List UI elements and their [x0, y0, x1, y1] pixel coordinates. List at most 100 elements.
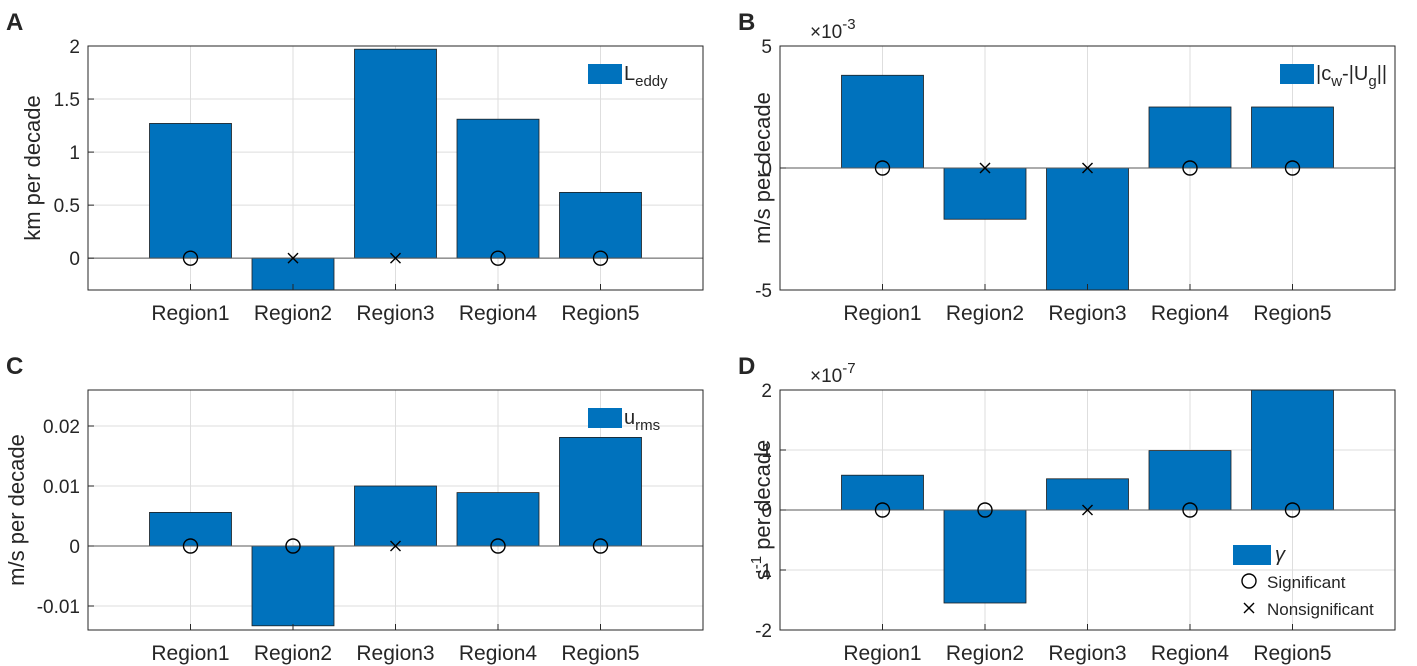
panel-b: -5 0 5 Region1 Region2 Region3 Region4 Region5 B… [738, 9, 1396, 325]
significant-marker [182, 250, 199, 266]
bar-region3 [1046, 167, 1129, 291]
panel-label: B [738, 9, 755, 36]
x-tick-label: Region5 [1253, 642, 1331, 665]
y-tick-label: 0 [761, 501, 772, 522]
panel-label: D [738, 353, 755, 380]
cross-stroke [1082, 504, 1093, 516]
x-tick-label: Region2 [254, 302, 332, 325]
panel-a: 0 0.5 1 1.5 2 Region1 Region2 Region3 Region4 Reg… [6, 9, 704, 325]
bar-region4 [1148, 106, 1232, 169]
legend-nonsignificant-marker [1243, 602, 1255, 614]
legend-label-sub: rms [635, 417, 660, 434]
y-tick-label: 5 [761, 37, 772, 58]
panel-label: A [6, 9, 23, 36]
y-tick-label: 0.01 [43, 477, 80, 498]
significant-marker [1182, 160, 1198, 176]
nonsignificant-marker [390, 252, 401, 264]
y-tick-label: -0.01 [37, 597, 80, 618]
y-tick-label: 1.5 [54, 90, 80, 111]
legend-swatch [1233, 545, 1271, 565]
cross-stroke [1243, 602, 1255, 614]
bar-region3 [354, 485, 437, 547]
x-tick-label: Region5 [1253, 302, 1331, 325]
bar-region2 [943, 509, 1027, 604]
y-tick-label: 2 [761, 381, 772, 402]
x-tick-label: Region3 [1048, 642, 1126, 665]
x-tick-label: Region1 [843, 642, 921, 665]
legend-label: urms [624, 407, 660, 434]
y-tick-label: 0 [761, 159, 772, 180]
significant-marker [874, 502, 891, 518]
significant-marker [285, 538, 301, 554]
significant-marker [1182, 502, 1198, 518]
y-tick-label: 0.5 [54, 196, 80, 217]
bar-region5 [559, 191, 642, 259]
legend-label-tail: || [1377, 63, 1387, 85]
cross-stroke [287, 252, 299, 264]
y-axis-label-text: m/s per decade [750, 92, 775, 244]
axis-exponent: ×10-3 [810, 16, 856, 43]
nonsignificant-marker [1082, 504, 1093, 516]
legend-label-sub: w [1330, 73, 1342, 90]
y-axis-label: km per decade [20, 95, 45, 241]
bar-region5 [1251, 106, 1334, 169]
panel-d: -2 -1 0 1 2 Region1 Region2 Region3 Region4 Regio… [738, 353, 1396, 665]
x-tick-label: Region2 [946, 642, 1024, 665]
significant-marker [592, 250, 609, 266]
y-axis-label-superscript: -1 [748, 556, 765, 569]
bar-region5 [1251, 389, 1334, 511]
significant-marker [490, 250, 506, 266]
legend-swatch [588, 64, 622, 84]
significant-marker [977, 502, 993, 518]
y-axis-label-text: per decade [750, 440, 775, 556]
legend-swatch [588, 408, 622, 428]
legend-significant-label: Significant [1267, 573, 1346, 592]
x-tick-label: Region2 [254, 642, 332, 665]
y-axis-label-text: km per decade [20, 95, 45, 241]
x-tick-label: Region1 [843, 302, 921, 325]
bar-region4 [456, 492, 540, 547]
significant-marker [490, 538, 506, 554]
bar-region3 [354, 48, 437, 259]
cross-stroke [979, 162, 991, 174]
x-tick-label: Region1 [151, 302, 229, 325]
bar-region1 [841, 474, 924, 511]
significant-marker [874, 160, 891, 176]
legend-label-mid: -|U [1342, 63, 1368, 85]
y-tick-label: 1 [761, 441, 772, 462]
legend: Leddy [588, 63, 668, 90]
nonsignificant-marker [287, 252, 299, 264]
legend: urms [588, 407, 660, 434]
y-axis-label: s-1 per decade [748, 440, 775, 581]
legend-label-main: u [624, 407, 635, 429]
legend-label-main: L [624, 63, 635, 85]
legend-bar-label: γ [1275, 544, 1286, 566]
legend: |cw-|Ug|| [1280, 63, 1387, 90]
nonsignificant-marker [390, 540, 401, 552]
legend-label-sub2: g [1368, 73, 1376, 90]
legend-label-main: |c [1316, 63, 1331, 85]
axis-exponent-base: ×10 [810, 22, 842, 43]
significant-marker [182, 538, 199, 554]
x-tick-label: Region4 [459, 302, 538, 325]
x-tick-label: Region2 [946, 302, 1024, 325]
y-axis-label-text: m/s per decade [4, 434, 29, 586]
x-tick-label: Region3 [1048, 302, 1126, 325]
bar-region1 [149, 123, 232, 259]
significant-marker [592, 538, 609, 554]
y-axis-label-text: s [750, 569, 775, 580]
x-tick-label: Region3 [356, 642, 434, 665]
legend-significant-marker [1241, 573, 1257, 589]
legend-nonsignificant-label: Nonsignificant [1267, 600, 1374, 619]
y-tick-label: 0.02 [43, 417, 80, 438]
cross-stroke [1082, 162, 1093, 174]
bar-region2 [943, 167, 1027, 220]
bar-region3 [1046, 478, 1129, 511]
nonsignificant-marker [979, 162, 991, 174]
x-tick-label: Region3 [356, 302, 434, 325]
y-tick-label: 0 [69, 249, 80, 270]
y-tick-label: -1 [755, 561, 772, 582]
axis-exponent-power: -7 [842, 360, 855, 377]
x-tick-label: Region5 [561, 302, 639, 325]
